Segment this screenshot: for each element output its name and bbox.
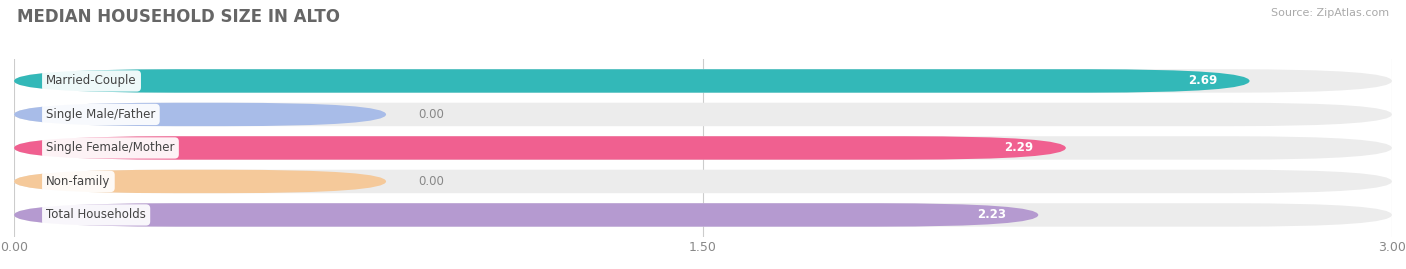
Text: 0.00: 0.00 — [418, 108, 444, 121]
Text: Total Households: Total Households — [46, 208, 146, 221]
FancyBboxPatch shape — [14, 170, 1392, 193]
FancyBboxPatch shape — [14, 103, 387, 126]
Text: Single Female/Mother: Single Female/Mother — [46, 141, 174, 154]
Text: MEDIAN HOUSEHOLD SIZE IN ALTO: MEDIAN HOUSEHOLD SIZE IN ALTO — [17, 8, 340, 26]
Text: 2.29: 2.29 — [1004, 141, 1033, 154]
FancyBboxPatch shape — [14, 69, 1392, 93]
FancyBboxPatch shape — [14, 203, 1038, 227]
Text: 0.00: 0.00 — [418, 175, 444, 188]
Text: Source: ZipAtlas.com: Source: ZipAtlas.com — [1271, 8, 1389, 18]
FancyBboxPatch shape — [14, 136, 1066, 160]
FancyBboxPatch shape — [14, 136, 1392, 160]
Text: Single Male/Father: Single Male/Father — [46, 108, 156, 121]
Text: 2.23: 2.23 — [977, 208, 1007, 221]
FancyBboxPatch shape — [14, 203, 1392, 227]
FancyBboxPatch shape — [14, 103, 1392, 126]
FancyBboxPatch shape — [14, 69, 1250, 93]
Text: Married-Couple: Married-Couple — [46, 75, 136, 87]
Text: 2.69: 2.69 — [1188, 75, 1218, 87]
Text: Non-family: Non-family — [46, 175, 111, 188]
FancyBboxPatch shape — [14, 170, 387, 193]
